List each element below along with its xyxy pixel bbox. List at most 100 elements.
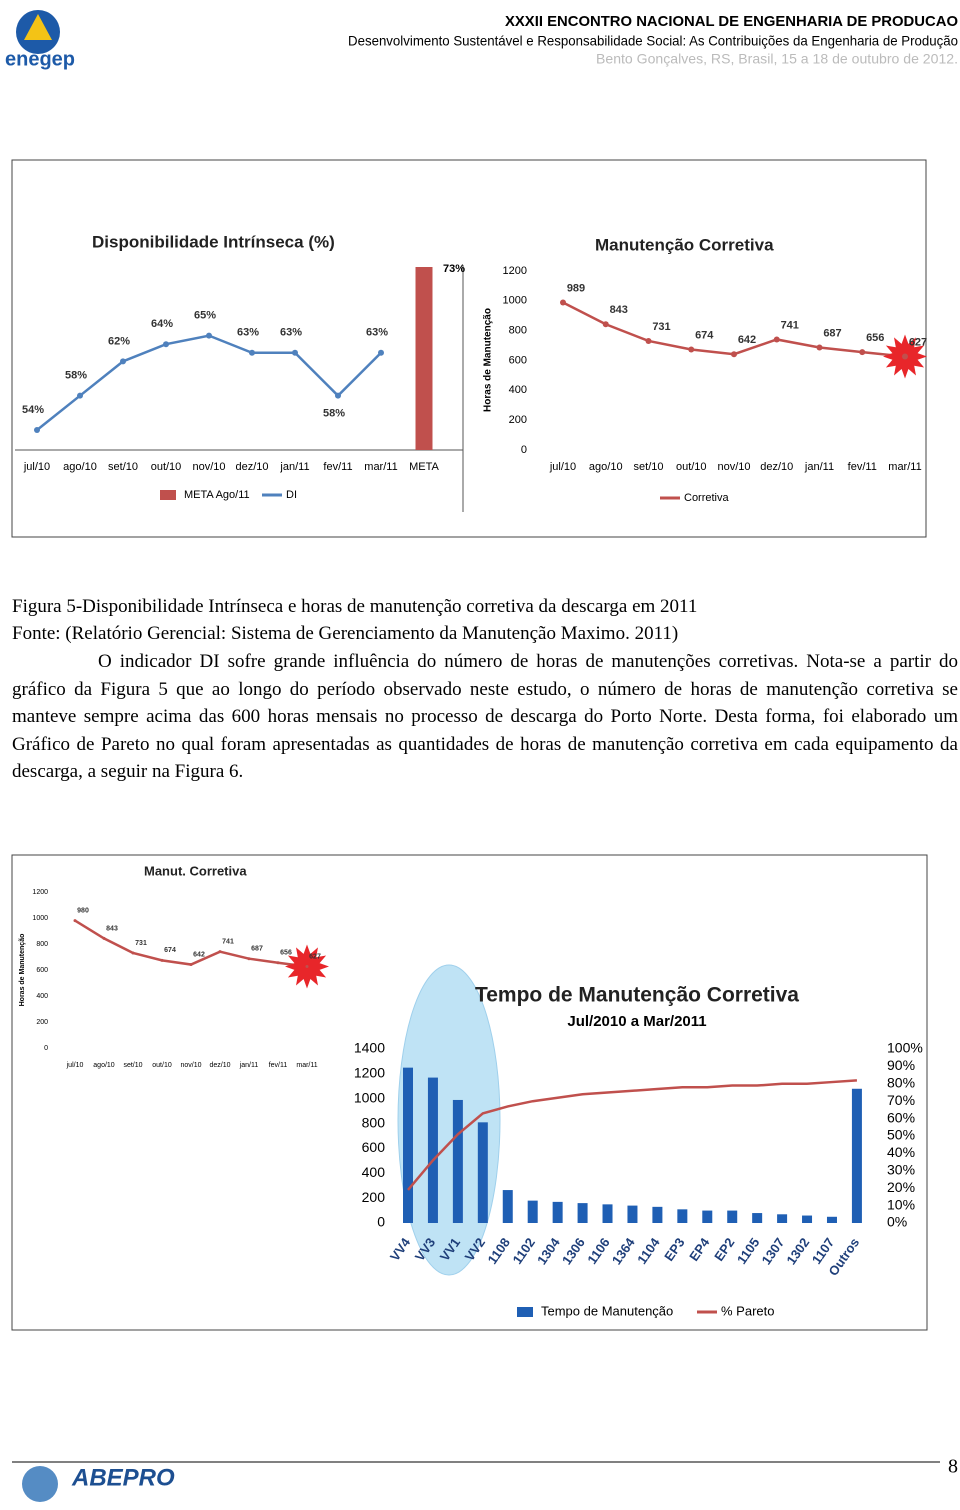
- figure6-frame: [11, 854, 928, 1331]
- bar: [477, 1122, 488, 1223]
- x-tick-label: nov/10: [192, 461, 225, 473]
- y-tick-label: 1000: [354, 1089, 385, 1105]
- data-point: [305, 964, 309, 968]
- y-tick-label: 600: [36, 967, 48, 974]
- bar: [851, 1088, 862, 1223]
- y2-tick-label: 80%: [887, 1075, 915, 1091]
- enegep-emblem-triangle: [24, 14, 52, 40]
- data-point: [77, 392, 83, 399]
- x-tick-label: EP2: [711, 1235, 737, 1264]
- bar: [502, 1190, 513, 1223]
- highlight-ellipse: [397, 964, 501, 1276]
- bar: [727, 1210, 738, 1223]
- data-point: [378, 349, 384, 356]
- bar: [652, 1206, 663, 1223]
- y-tick-label: 1200: [354, 1065, 385, 1081]
- data-label: 58%: [323, 408, 345, 420]
- y-tick-label: 400: [509, 384, 527, 396]
- data-point: [160, 958, 164, 962]
- x-tick-label: 1106: [584, 1235, 612, 1267]
- data-point: [218, 950, 222, 954]
- data-point: [249, 349, 255, 356]
- y-tick-label: 0: [44, 1045, 48, 1052]
- data-point: [120, 358, 126, 365]
- y2-tick-label: 40%: [887, 1144, 915, 1160]
- bar: [826, 1216, 837, 1223]
- x-tick-label: ago/10: [63, 461, 97, 473]
- data-point: [276, 961, 280, 965]
- bar: [427, 1077, 438, 1223]
- x-tick-label: jul/10: [66, 1062, 84, 1069]
- x-tick-label: set/10: [108, 461, 138, 473]
- data-point: [247, 957, 251, 961]
- y2-tick-label: 50%: [887, 1127, 915, 1143]
- data-point: [902, 353, 908, 360]
- legend-label: Corretiva: [684, 492, 730, 504]
- y-axis-label: Horas de Manutenção: [19, 934, 26, 1007]
- y-tick-label: 1200: [503, 265, 527, 277]
- x-tick-label: set/10: [634, 461, 664, 473]
- abepro-emblem: [22, 1466, 58, 1502]
- x-tick-label: out/10: [151, 461, 182, 473]
- data-label: 687: [251, 946, 263, 953]
- data-label: 64%: [151, 318, 173, 330]
- figure-source: Fonte: (Relatório Gerencial: Sistema de …: [12, 623, 679, 644]
- data-label: 731: [135, 940, 147, 947]
- x-tick-label: 1104: [634, 1234, 663, 1266]
- y-tick-label: 600: [362, 1139, 386, 1155]
- data-point: [773, 336, 780, 343]
- legend-label: Tempo de Manutenção: [541, 1303, 673, 1318]
- x-tick-label: dez/10: [209, 1062, 230, 1069]
- x-tick-label: nov/10: [180, 1062, 201, 1069]
- bar: [577, 1203, 588, 1223]
- data-label: 687: [823, 327, 841, 339]
- data-label: 63%: [280, 327, 302, 339]
- y-tick-label: 1000: [32, 915, 48, 922]
- legend-swatch: [517, 1307, 533, 1317]
- x-tick-label: 1302: [783, 1235, 812, 1267]
- legend-label: DI: [286, 489, 297, 501]
- x-tick-label: VV4: [387, 1234, 414, 1263]
- data-label: 63%: [237, 327, 259, 339]
- x-tick-label: 1364: [609, 1234, 638, 1267]
- y-tick-label: 0: [377, 1214, 385, 1230]
- x-tick-label: META: [409, 461, 439, 473]
- data-label: 642: [738, 334, 756, 346]
- legend-swatch: [160, 490, 176, 500]
- data-label: 627: [909, 336, 927, 348]
- x-tick-label: jul/10: [23, 461, 50, 473]
- y2-tick-label: 70%: [887, 1092, 915, 1108]
- data-point: [73, 919, 77, 923]
- data-label: 731: [652, 321, 670, 333]
- data-label: 674: [695, 329, 714, 341]
- x-tick-label: EP3: [661, 1235, 687, 1264]
- chart-title: Manutenção Corretiva: [595, 235, 774, 254]
- data-point: [34, 427, 40, 433]
- y2-tick-label: 60%: [887, 1109, 915, 1125]
- x-tick-label: set/10: [123, 1062, 142, 1069]
- y-tick-label: 1000: [503, 295, 527, 307]
- y-tick-label: 200: [509, 414, 527, 426]
- data-label: 843: [610, 304, 628, 316]
- y2-tick-label: 10%: [887, 1196, 915, 1212]
- x-tick-label: jul/10: [549, 461, 576, 473]
- y-tick-label: 400: [362, 1164, 386, 1180]
- x-tick-label: mar/11: [364, 461, 397, 473]
- data-point: [131, 951, 135, 955]
- data-label: 627: [309, 953, 321, 960]
- x-tick-label: ago/10: [589, 461, 623, 473]
- chart-subtitle: Jul/2010 a Mar/2011: [567, 1013, 706, 1030]
- figure-caption: Figura 5-Disponibilidade Intrínseca e ho…: [12, 596, 698, 617]
- legend-label: META Ago/11: [184, 489, 250, 501]
- bar: [452, 1099, 463, 1223]
- data-label: 741: [222, 939, 234, 946]
- data-point: [292, 349, 298, 356]
- y-tick-label: 800: [36, 941, 48, 948]
- bar: [415, 267, 433, 450]
- data-label: 642: [193, 951, 205, 958]
- data-point: [335, 392, 341, 399]
- x-tick-label: fev/11: [848, 461, 877, 473]
- y-tick-label: 800: [362, 1114, 386, 1130]
- data-label: 54%: [22, 404, 44, 416]
